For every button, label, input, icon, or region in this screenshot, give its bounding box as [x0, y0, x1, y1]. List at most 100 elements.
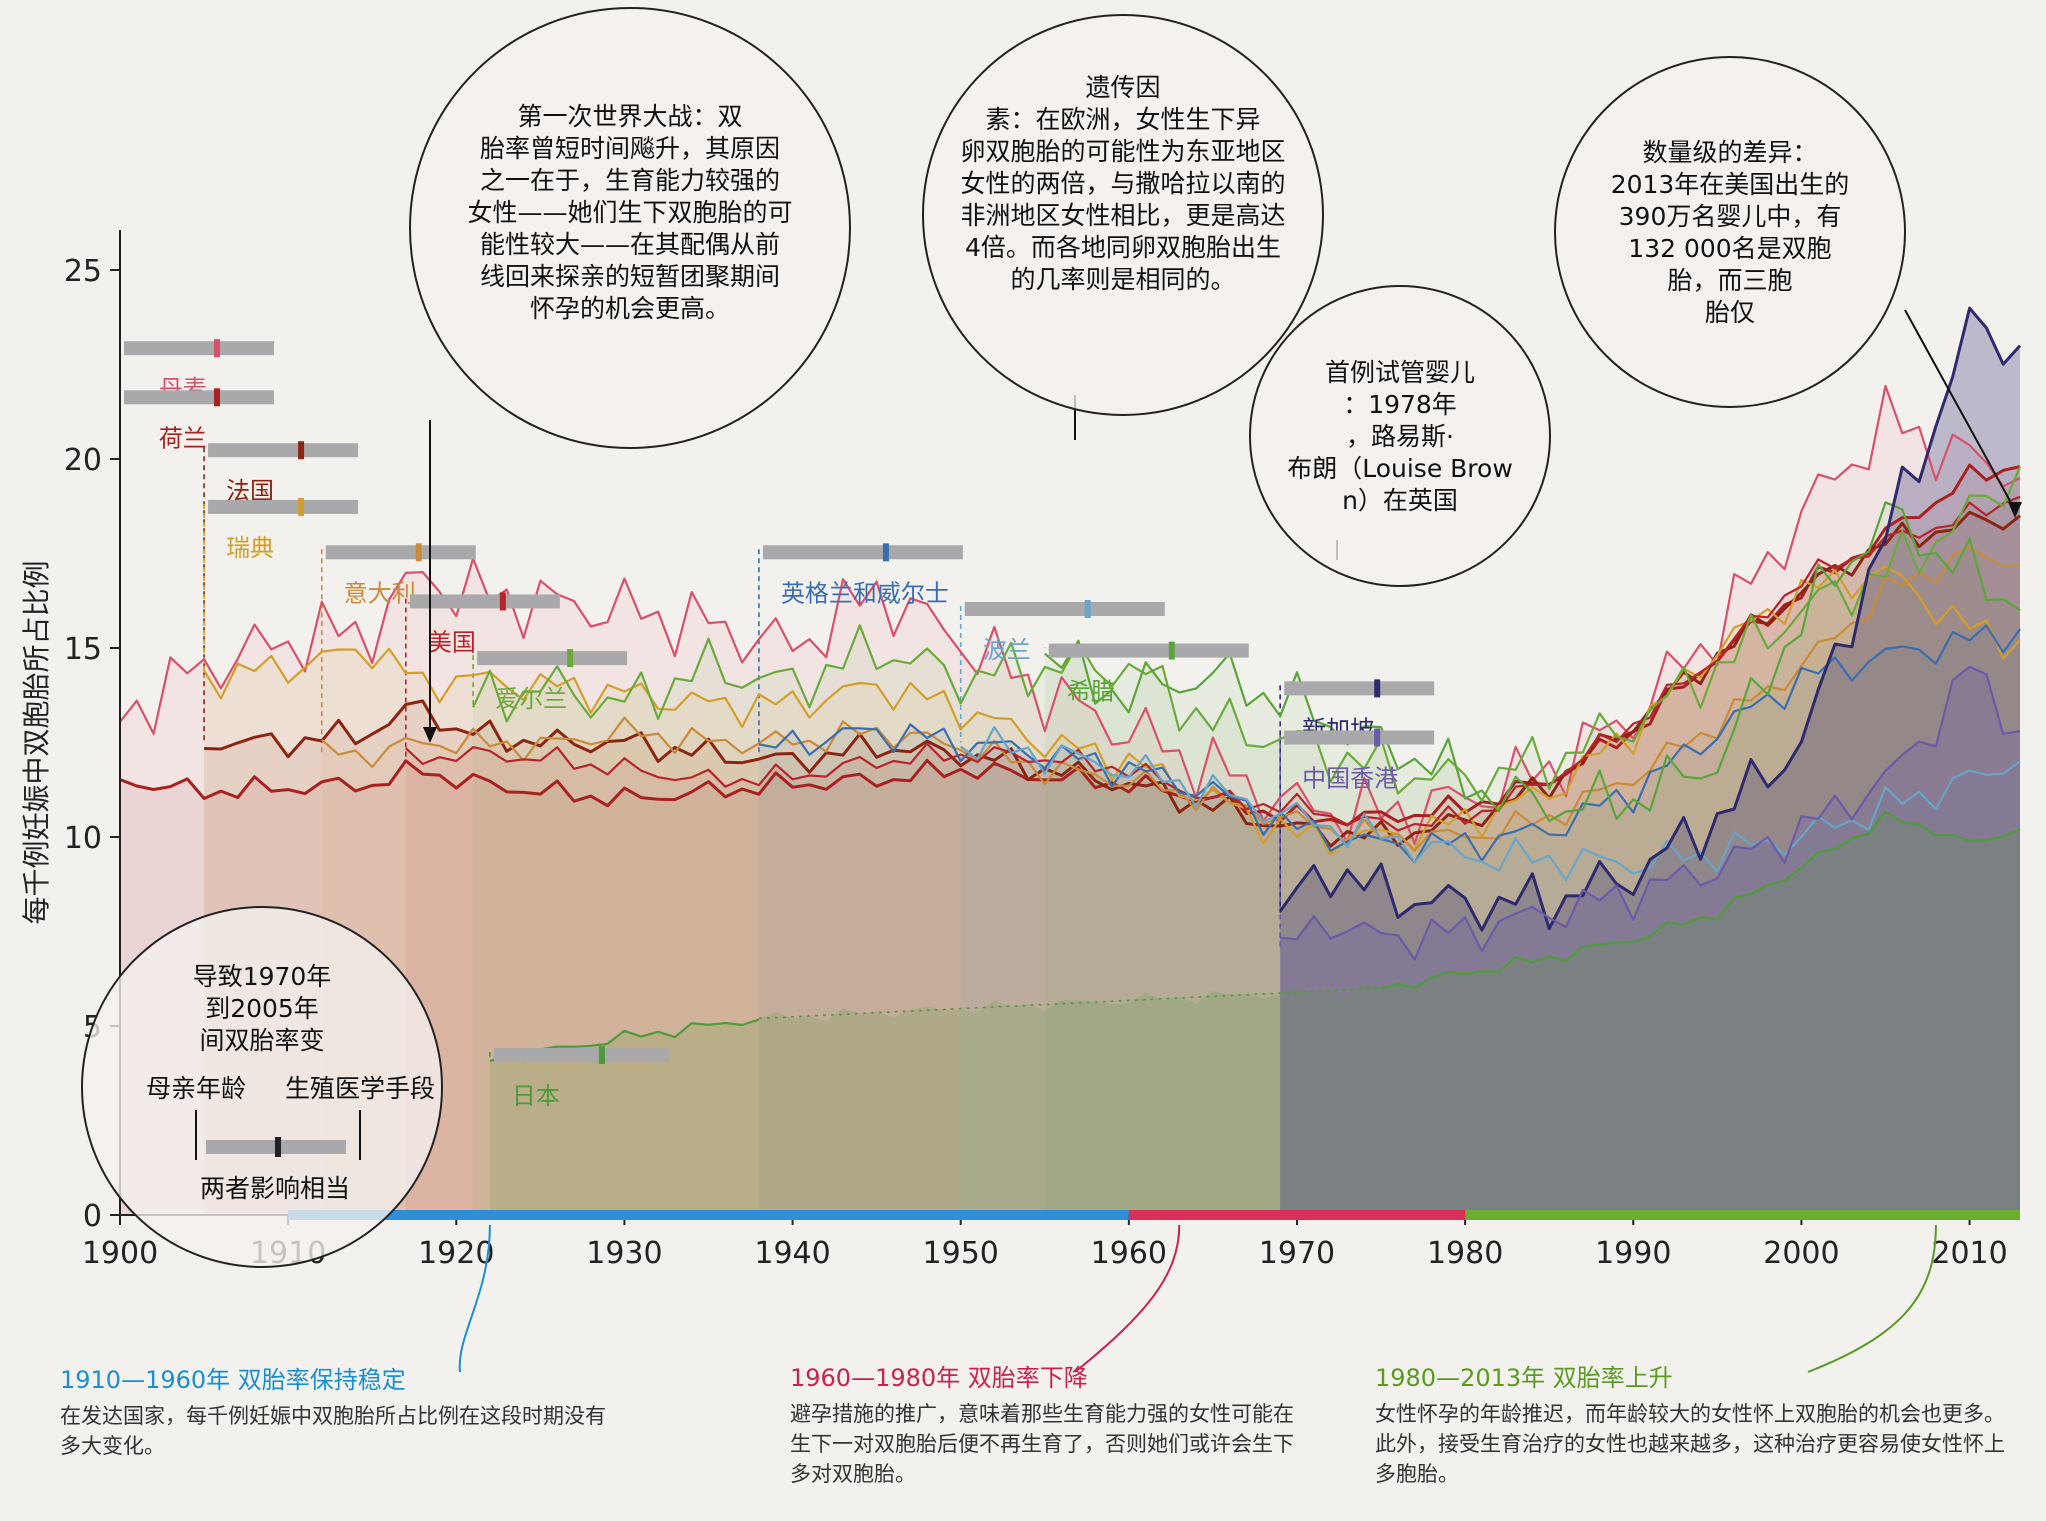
- x-tick-label-2010: 2010: [1931, 1236, 2007, 1271]
- bubble-scale-circle: [1554, 56, 1906, 408]
- period-band-2: [1465, 1210, 2020, 1220]
- period-stable-body: 在发达国家，每千例妊娠中双胞胎所占比例在这段时期没有多大变化。: [60, 1404, 606, 1458]
- bubble-ww1-circle: [409, 7, 851, 449]
- timeline-tick-10: [1374, 679, 1381, 698]
- country-label-1: 荷兰: [159, 424, 207, 452]
- connector-stable: [458, 1224, 491, 1373]
- bubble-genetic-circle: [922, 14, 1324, 416]
- series-1-area: [120, 465, 2020, 1215]
- series-10-line: [1278, 306, 2022, 932]
- timeline-bar-8: [964, 602, 1165, 616]
- bubble-ww1-arrowhead: [423, 727, 437, 743]
- timeline-bar-7: [762, 545, 963, 560]
- period-rise-caption: 1980—2013年 双胎率上升 女性怀孕的年龄推迟，而年龄较大的女性怀上双胞胎…: [1375, 1358, 2015, 1489]
- bubble-causes-left: 母亲年龄: [146, 1074, 246, 1103]
- period-band-0: [288, 1210, 1129, 1220]
- timeline-bar-9: [1048, 643, 1249, 658]
- period-stable-caption: 1910—1960年 双胎率保持稳定 在发达国家，每千例妊娠中双胞胎所占比例在这…: [60, 1360, 620, 1461]
- bubble-causes-circle: [81, 906, 443, 1268]
- x-tick-label-1980: 1980: [1427, 1236, 1503, 1271]
- series-0-area: [120, 386, 2020, 1215]
- bubble-causes-bottom: 两者影响相当: [200, 1174, 350, 1203]
- timeline-bar-0: [124, 341, 274, 356]
- x-tick-label-1970: 1970: [1259, 1236, 1335, 1271]
- series-10-area: [1280, 308, 2020, 1215]
- bubble-ivf-text: 首例试管婴儿：1978年，路易斯·布朗（Louise Brow n）在英国: [1287, 358, 1513, 515]
- timeline-bar-12: [493, 1048, 669, 1063]
- period-band-1: [1128, 1210, 1466, 1220]
- period-decline-title: 1960—1980年 双胎率下降: [790, 1364, 1088, 1392]
- series-6-line: [472, 466, 2022, 802]
- x-tick-label-2000: 2000: [1763, 1236, 1839, 1271]
- series-4-area: [321, 547, 2020, 1215]
- bubble-causes-title: 导致1970年到2005年间双胎率变: [193, 962, 332, 1055]
- country-label-11: 中国香港: [1302, 765, 1398, 793]
- country-label-8: 波兰: [983, 636, 1031, 664]
- bubble-causes-scale-tick: [275, 1137, 281, 1157]
- timeline-tick-6: [567, 649, 574, 668]
- timeline-bar-6: [477, 651, 628, 666]
- series-0-line: [119, 384, 2021, 845]
- series-3-line: [203, 565, 2021, 856]
- bubble-scale-arrowhead: [2008, 502, 2022, 518]
- timeline-tick-12: [598, 1046, 605, 1065]
- connector-rise: [1807, 1224, 1937, 1373]
- timeline-bar-1: [124, 390, 274, 405]
- x-tick-label-1960: 1960: [1091, 1236, 1167, 1271]
- series-5-area: [405, 496, 2020, 1215]
- timeline-bar-2: [208, 443, 359, 458]
- x-tick-label-1920: 1920: [418, 1236, 494, 1271]
- bubble-causes-right: 生殖医学手段: [285, 1074, 435, 1103]
- bubble-genetic: 遗传因素：在欧洲，女性生下异卵双胞胎的可能性为东亚地区女性的两倍，与撒哈拉以南的…: [922, 14, 1324, 440]
- period-rise-body: 女性怀孕的年龄推迟，而年龄较大的女性怀上双胞胎的机会也更多。此外，接受生育治疗的…: [1375, 1402, 2005, 1486]
- series-8-line: [960, 726, 2021, 882]
- series-9-area: [1044, 502, 2020, 1215]
- timeline-tick-4: [415, 543, 422, 562]
- y-tick-label-15: 15: [64, 632, 102, 667]
- period-decline-body: 避孕措施的推广，意味着那些生育能力强的女性可能在生下一对双胞胎后便不再生育了，否…: [790, 1402, 1294, 1486]
- timeline-tick-2: [298, 441, 305, 460]
- country-label-9: 希腊: [1067, 678, 1115, 706]
- country-label-6: 爱尔兰: [495, 685, 567, 713]
- bubble-ww1: 第一次世界大战：双胎率曾短时间飚升，其原因之一在于，生育能力较强的女性——她们生…: [409, 7, 851, 743]
- timeline-bar-5: [409, 594, 560, 609]
- timeline-bar-3: [208, 499, 359, 514]
- bubble-ww1-text: 第一次世界大战：双胎率曾短时间飚升，其原因之一在于，生育能力较强的女性——她们生…: [467, 102, 792, 323]
- timeline-bar-10: [1284, 681, 1435, 696]
- series-11-area: [1280, 666, 2020, 1215]
- bubble-ivf-circle: [1249, 285, 1551, 587]
- x-tick-label-1990: 1990: [1595, 1236, 1671, 1271]
- timeline-tick-11: [1374, 728, 1381, 747]
- period-rise-title: 1980—2013年 双胎率上升: [1375, 1364, 1673, 1392]
- series-11-line: [1280, 665, 2021, 961]
- connector-decline: [1074, 1224, 1181, 1373]
- series-9-line: [1044, 501, 2021, 823]
- bubble-genetic-text: 遗传因素：在欧洲，女性生下异卵双胞胎的可能性为东亚地区女性的两倍，与撒哈拉以南的…: [960, 73, 1285, 294]
- timeline-tick-9: [1168, 641, 1175, 660]
- series-7-area: [758, 625, 2020, 1215]
- timeline-tick-0: [214, 339, 220, 358]
- x-tick-label-1900: 1900: [82, 1236, 158, 1271]
- period-decline-caption: 1960—1980年 双胎率下降 避孕措施的推广，意味着那些生育能力强的女性可能…: [790, 1358, 1310, 1489]
- series-12-area: [489, 811, 2020, 1215]
- timeline-tick-5: [499, 592, 506, 611]
- country-label-7: 英格兰和威尔士: [781, 579, 949, 607]
- series-2-area: [204, 512, 2021, 1215]
- bubble-ivf: 首例试管婴儿：1978年，路易斯·布朗（Louise Brow n）在英国: [1249, 285, 1551, 587]
- country-label-4: 意大利: [344, 579, 416, 607]
- country-label-5: 美国: [428, 628, 476, 656]
- bubble-scale-pointer: [1904, 309, 2016, 511]
- y-axis-label: 每千例妊娠中双胞胎所占比例: [20, 560, 53, 924]
- bubble-scale-text: 数量级的差异： 2013年在美国出生的 390万名婴儿中，有 132 000名是双胞胎…: [1611, 138, 1850, 327]
- country-label-12: 日本: [512, 1082, 560, 1110]
- y-tick-label-20: 20: [64, 443, 102, 478]
- series-4-line: [321, 545, 2021, 853]
- timeline-bar-11: [1284, 730, 1435, 745]
- country-label-3: 瑞典: [226, 534, 274, 562]
- y-tick-label-25: 25: [64, 254, 102, 289]
- x-tick-label-1950: 1950: [923, 1236, 999, 1271]
- y-tick-label-0: 0: [83, 1199, 102, 1234]
- x-tick-label-1930: 1930: [586, 1236, 662, 1271]
- timeline-bar-4: [325, 545, 476, 560]
